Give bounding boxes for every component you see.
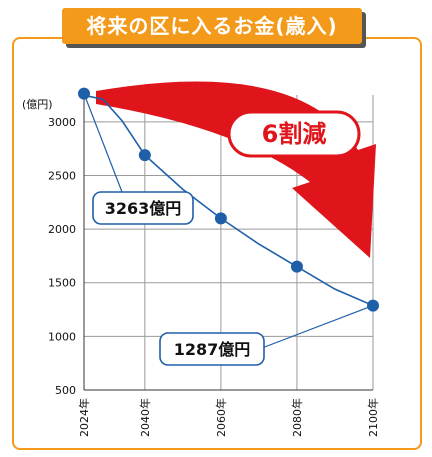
value-annotation: 3263億円 <box>92 191 194 225</box>
y-tick-label: 1000 <box>48 330 76 343</box>
data-point <box>214 212 227 225</box>
value-annotation: 1287億円 <box>159 332 265 366</box>
y-axis-label: (億円) <box>22 98 53 111</box>
annotation-leader-end <box>261 305 374 349</box>
series-line <box>83 92 374 307</box>
annotation-box <box>92 191 194 225</box>
callout-text: 6割減 <box>262 120 327 148</box>
data-point <box>138 149 151 162</box>
x-tick-label: 2060年 <box>214 398 228 437</box>
y-tick-label: 500 <box>55 384 76 397</box>
x-tick-label: 2024年 <box>77 398 91 437</box>
chart-title-banner: 将来の区に入るお金(歳入) <box>62 8 366 48</box>
callout-bubble <box>227 110 361 158</box>
x-tick-label: 2040年 <box>138 398 152 437</box>
data-point <box>367 299 379 312</box>
data-point <box>290 260 303 273</box>
y-tick-label: 2500 <box>48 169 76 182</box>
data-point <box>78 87 90 100</box>
x-tick-label: 2080年 <box>290 398 304 437</box>
y-tick-label: 3000 <box>48 116 76 129</box>
chart-title: 将来の区に入るお金(歳入) <box>62 8 362 44</box>
decrease-callout: 6割減 <box>227 110 361 158</box>
annotation-label: 3263億円 <box>105 199 182 218</box>
y-tick-label: 2000 <box>48 223 76 236</box>
annotation-box <box>159 332 265 366</box>
decrease-arrow <box>96 81 376 258</box>
annotation-label: 1287億円 <box>174 340 251 359</box>
y-tick-label: 1500 <box>48 277 76 290</box>
annotation-leader-start <box>83 93 123 193</box>
x-tick-label: 2100年 <box>366 398 380 437</box>
